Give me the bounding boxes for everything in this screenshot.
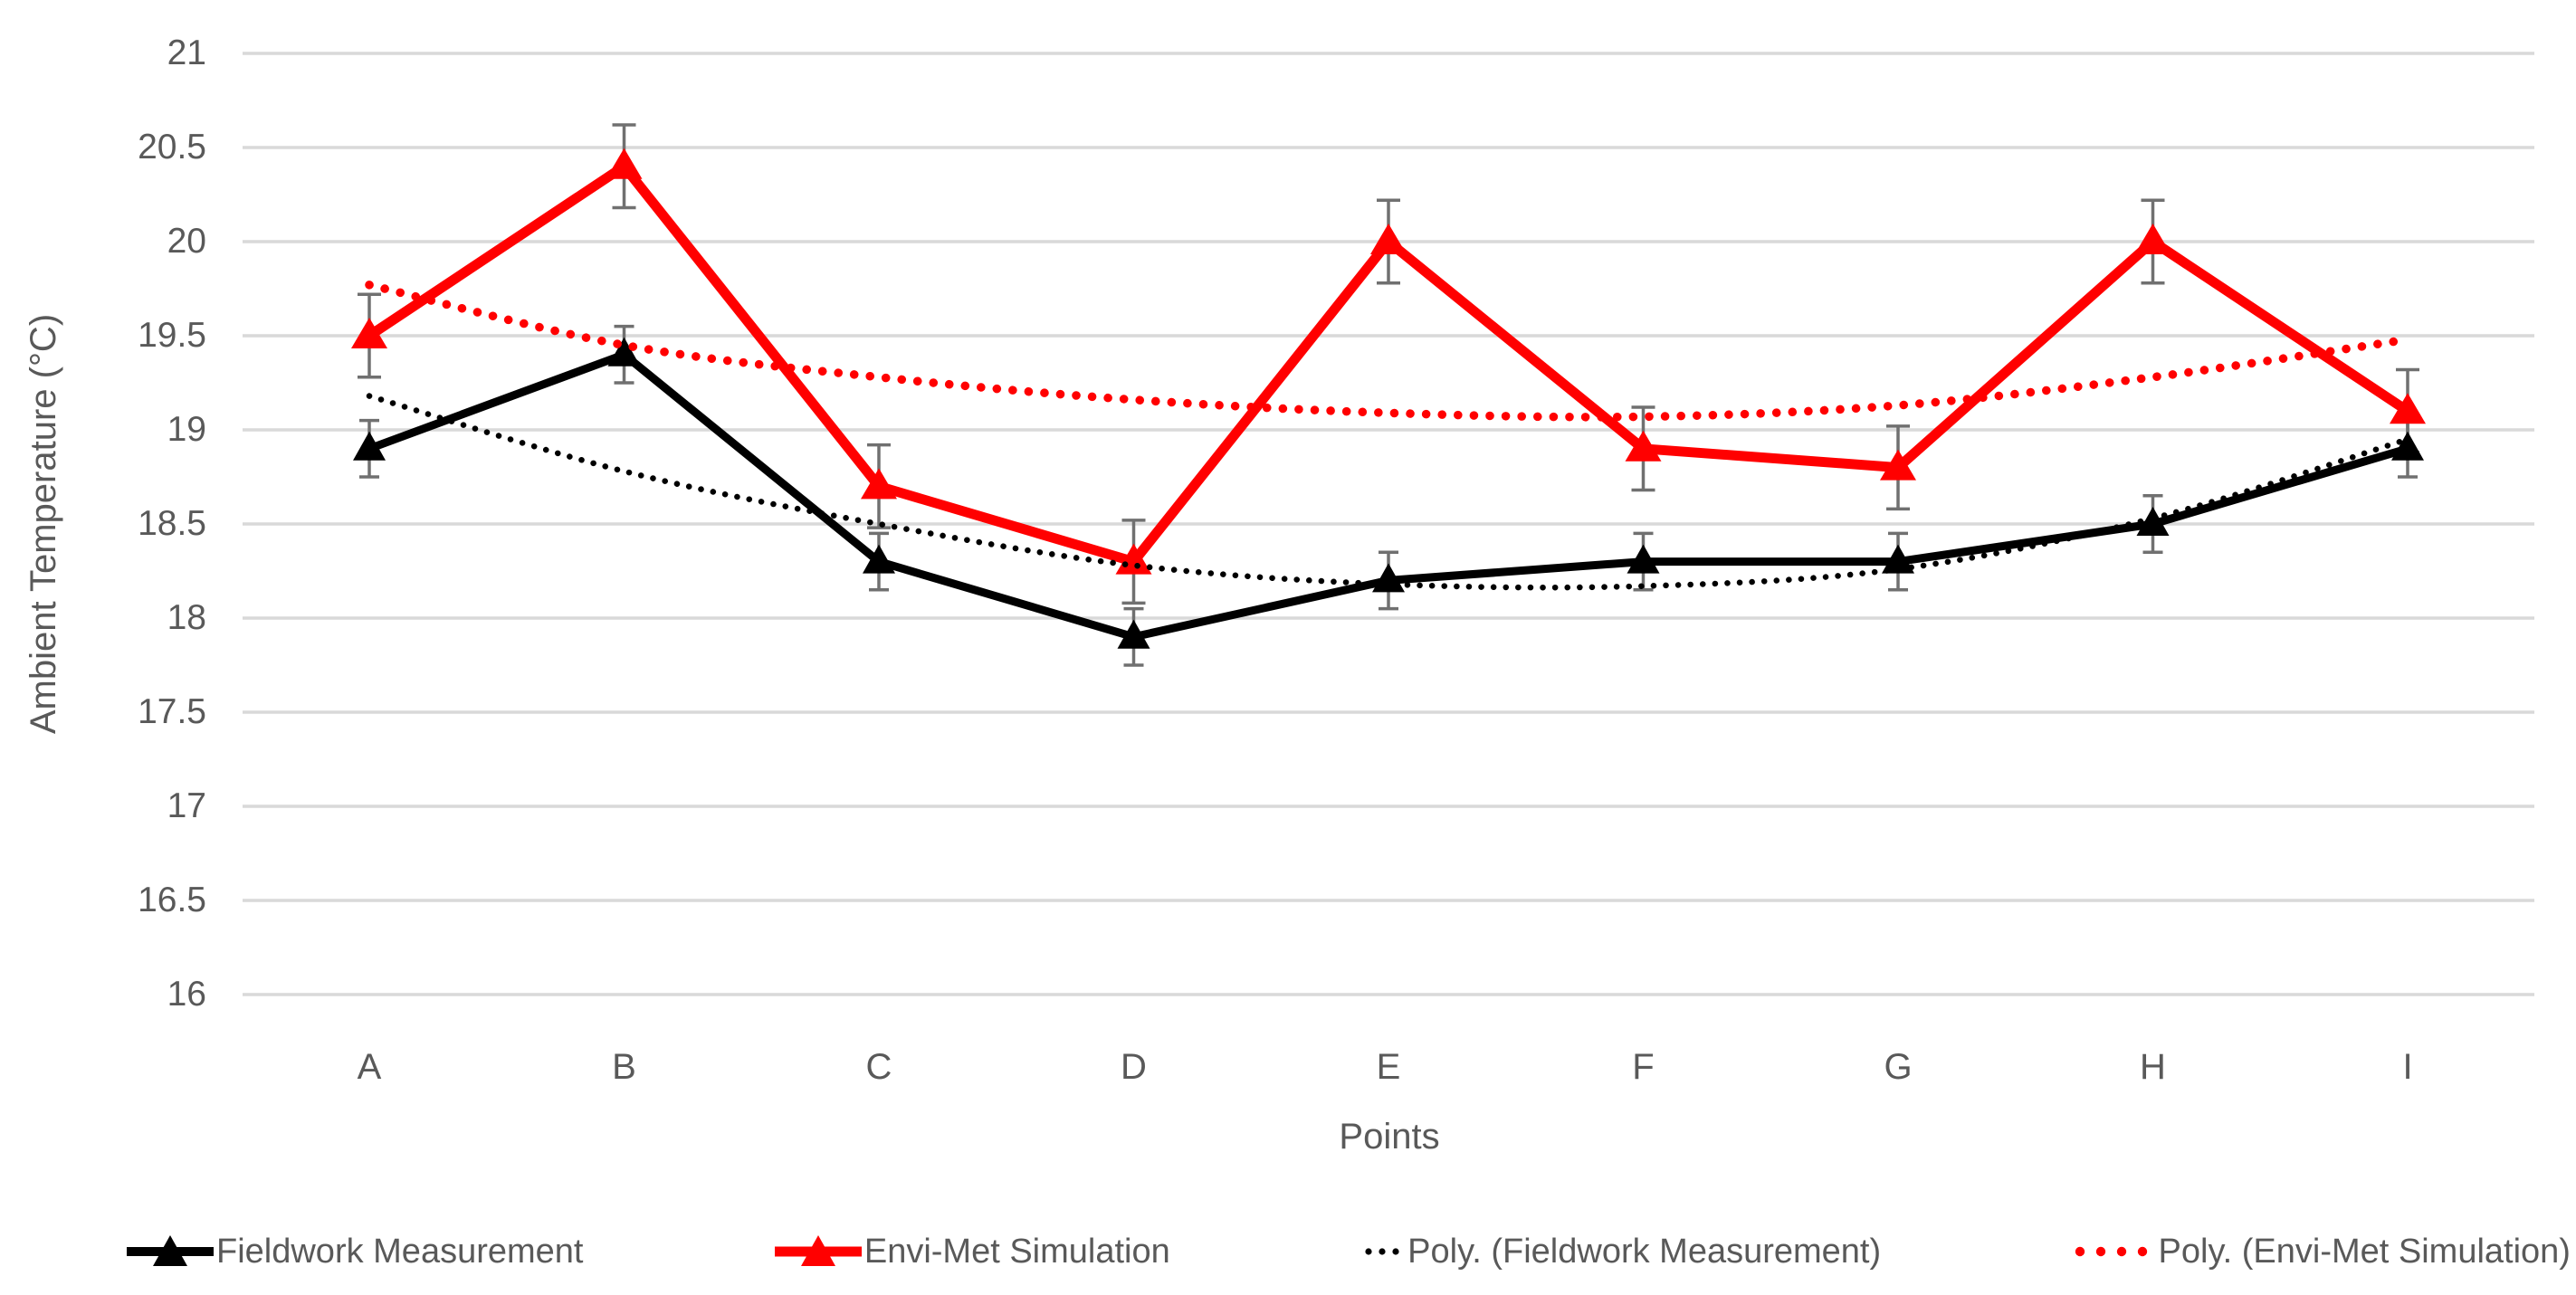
x-axis-tick-label: G — [1884, 1047, 1913, 1087]
x-axis-tick-label: C — [865, 1047, 892, 1087]
y-axis-tick-label: 21 — [167, 33, 206, 72]
legend-triangle-marker — [800, 1235, 835, 1266]
legend-label: Poly. (Envi-Met Simulation) — [2158, 1232, 2571, 1271]
y-axis-tick-label: 20 — [167, 222, 206, 261]
error-bars-fieldwork — [359, 324, 2418, 667]
series-marker-fieldwork-measurement — [2391, 431, 2424, 461]
legend-dot — [2137, 1246, 2147, 1257]
legend-item-envi-met-simulation: Envi-Met Simulation — [774, 1230, 1170, 1273]
series-marker-envi-met-simulation — [861, 468, 897, 500]
y-axis-tick-label: 19 — [167, 410, 206, 449]
series-marker-envi-met-simulation — [2134, 224, 2171, 254]
y-axis-tick-label: 17 — [167, 786, 206, 825]
y-axis-tick-label: 18.5 — [138, 504, 206, 543]
legend-item-poly-fieldwork-measurement: Poly. (Fieldwork Measurement) — [1361, 1230, 1881, 1273]
y-axis-title: Ambient Temperature (°C) — [24, 313, 63, 735]
y-axis-tick-label: 18 — [167, 598, 206, 637]
legend-item-poly-envi-met-simulation: Poly. (Envi-Met Simulation) — [2073, 1230, 2571, 1273]
x-axis-tick-label: B — [612, 1047, 636, 1087]
legend-label: Poly. (Fieldwork Measurement) — [1407, 1232, 1882, 1271]
series-marker-envi-met-simulation — [606, 148, 643, 179]
series-marker-envi-met-simulation — [351, 318, 387, 348]
series-marker-envi-met-simulation — [2390, 393, 2426, 424]
x-axis-title: Points — [1339, 1117, 1440, 1157]
legend-swatch-dotted-line — [1365, 1248, 1399, 1255]
series-marker-fieldwork-measurement — [1882, 544, 1914, 574]
legend-swatch-line-triangle — [127, 1235, 214, 1266]
legend-dot — [1392, 1248, 1399, 1255]
legend-dot — [2116, 1246, 2126, 1257]
legend-item-fieldwork-measurement: Fieldwork Measurement — [127, 1230, 583, 1273]
trendline-poly-fieldwork-measurement — [366, 393, 2411, 591]
y-axis-tick-label: 16.5 — [138, 881, 206, 919]
series-marker-envi-met-simulation — [1625, 430, 1662, 462]
x-axis-tick-label: A — [357, 1047, 382, 1087]
x-axis-tick-label: E — [1376, 1047, 1401, 1087]
series-marker-envi-met-simulation — [1370, 224, 1407, 254]
x-axis-tick-label: F — [1632, 1047, 1655, 1087]
y-axis-tick-label: 17.5 — [138, 692, 206, 731]
series-marker-fieldwork-measurement — [1117, 619, 1150, 649]
legend-swatch-line-triangle — [774, 1235, 862, 1266]
x-axis-tick-label: I — [2402, 1047, 2413, 1087]
y-axis-tick-label: 20.5 — [138, 128, 206, 167]
series-envi-met-simulation — [351, 148, 2426, 575]
series-marker-envi-met-simulation — [1880, 449, 1916, 481]
series-marker-fieldwork-measurement — [607, 337, 641, 367]
legend-label: Fieldwork Measurement — [216, 1232, 584, 1271]
series-marker-fieldwork-measurement — [1627, 544, 1660, 574]
chart-legend: Fieldwork Measurement Envi-Met Simulation… — [127, 1220, 2571, 1283]
legend-dot — [2075, 1246, 2085, 1257]
y-axis-tick-label: 16 — [167, 975, 206, 1014]
series-marker-fieldwork-measurement — [353, 431, 386, 461]
legend-label: Envi-Met Simulation — [863, 1232, 1170, 1271]
legend-dot — [2095, 1246, 2105, 1257]
legend-triangle-marker — [153, 1235, 187, 1266]
legend-swatch-dotted-line — [2075, 1246, 2147, 1257]
x-axis-tick-label: D — [1121, 1047, 1147, 1087]
series-marker-fieldwork-measurement — [863, 544, 895, 574]
legend-dot — [1379, 1248, 1386, 1255]
x-axis-tick-label: H — [2140, 1047, 2166, 1087]
legend-dot — [1365, 1248, 1372, 1255]
y-axis-tick-label: 19.5 — [138, 316, 206, 355]
